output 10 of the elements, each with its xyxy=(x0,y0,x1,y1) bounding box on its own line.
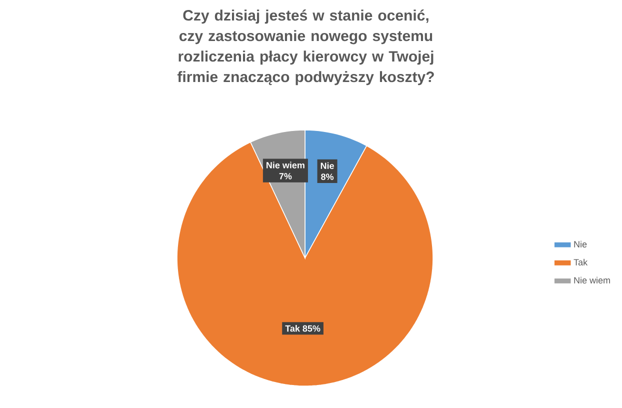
legend-label: Nie xyxy=(574,240,587,248)
legend-label: Nie wiem xyxy=(574,276,610,284)
data-label: 7% xyxy=(279,173,292,180)
chart-title: Czy dzisiaj jesteś w stanie ocenić, czy zastosowanie nowego systemu rozliczenia płacy kierowcy w Twojej firmie znacząco podwyższy koszty? xyxy=(177,10,434,86)
slice-label: Nie wiem xyxy=(266,162,304,168)
slice-label: Nie xyxy=(320,162,334,170)
data-label: 8% xyxy=(321,174,334,180)
slice-label: Tak xyxy=(285,325,300,332)
legend-label: Tak xyxy=(574,258,588,266)
data-label: 85% xyxy=(302,325,320,332)
